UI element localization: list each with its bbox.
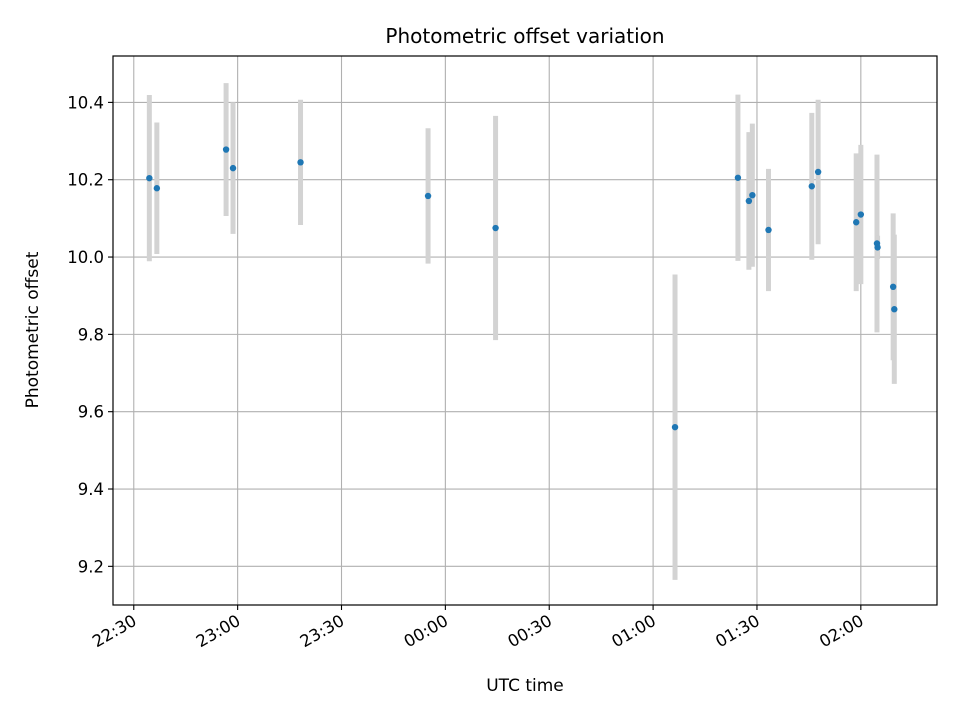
x-tick-label: 23:30	[297, 611, 348, 651]
y-tick-label: 10.4	[67, 93, 104, 112]
grid	[113, 56, 937, 605]
y-axis-ticks: 9.2 9.4 9.6 9.8 10.0 10.2 10.4	[67, 93, 113, 576]
x-tick-label: 00:30	[505, 611, 556, 651]
data-point	[857, 211, 865, 218]
data-point	[222, 146, 230, 153]
data-point	[492, 224, 499, 232]
x-tick-label: 02:00	[816, 611, 867, 651]
x-axis-title: UTC time	[486, 676, 564, 696]
x-tick-label: 01:30	[712, 611, 763, 651]
data-point	[765, 226, 772, 234]
data-point	[734, 174, 742, 181]
plot-frame	[112, 55, 938, 606]
data-point	[297, 159, 304, 166]
y-tick-label: 9.2	[78, 557, 104, 576]
y-tick-label: 9.6	[78, 403, 104, 422]
data-point	[146, 174, 153, 182]
y-tick-label: 10.2	[67, 171, 104, 190]
x-tick-label: 23:00	[193, 611, 244, 651]
data-point	[814, 168, 822, 176]
data-point	[808, 183, 815, 190]
data-point	[153, 185, 161, 192]
x-tick-label: 00:00	[401, 611, 452, 651]
data-point	[874, 244, 881, 251]
data-points	[146, 146, 898, 431]
y-tick-label: 9.8	[78, 325, 104, 344]
data-point	[229, 164, 237, 172]
chart-title: Photometric offset variation	[385, 24, 664, 48]
y-axis-title: Photometric offset	[23, 251, 43, 408]
data-point	[745, 197, 753, 205]
data-point	[424, 192, 432, 200]
data-point	[889, 283, 897, 291]
data-point	[891, 306, 898, 313]
data-point	[671, 423, 679, 431]
y-tick-label: 10.0	[67, 248, 104, 267]
error-bars	[146, 83, 897, 580]
x-tick-label: 22:30	[89, 611, 140, 651]
x-axis-ticks: 22:30 23:00 23:30 00:00 00:30 01:00 01:30 02:00	[89, 605, 867, 651]
y-tick-label: 9.4	[78, 480, 104, 499]
data-point	[853, 219, 860, 226]
x-tick-label: 01:00	[608, 611, 659, 651]
data-point	[749, 191, 756, 199]
